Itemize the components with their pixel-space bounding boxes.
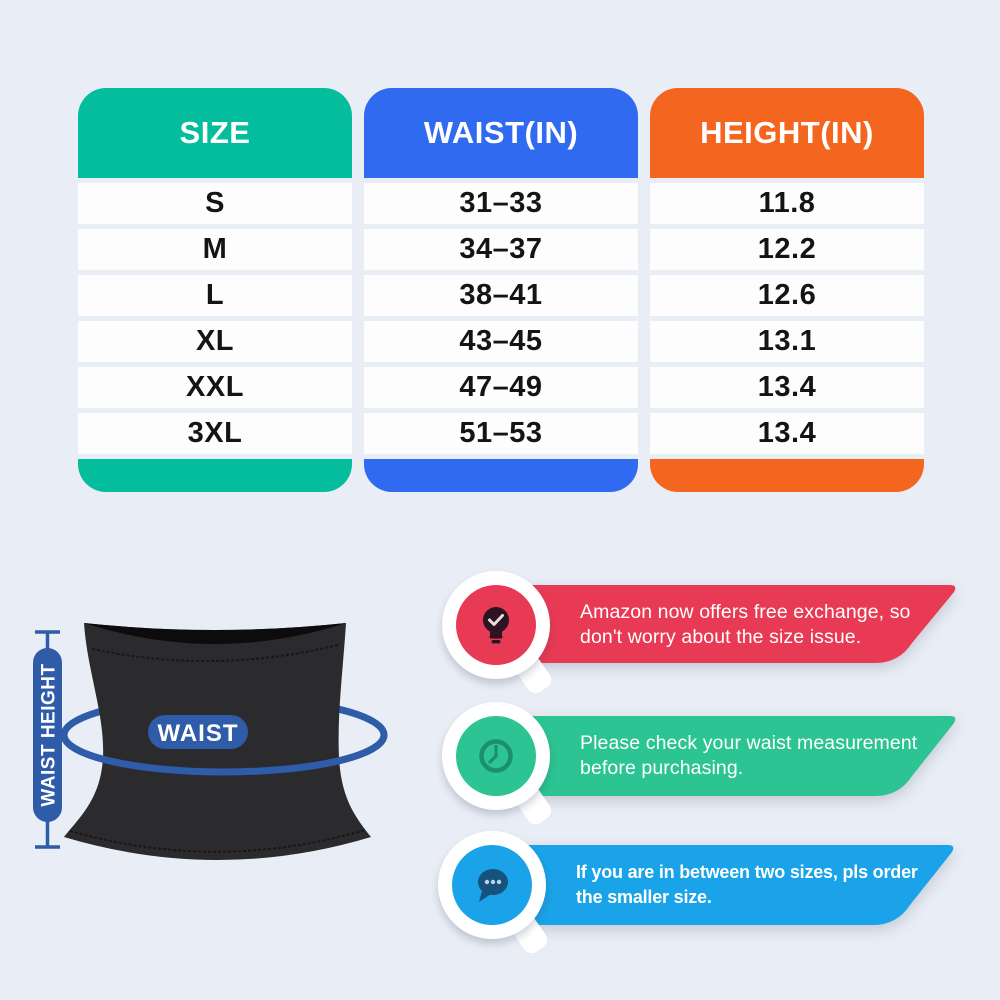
- table-cell: XXL: [78, 367, 352, 408]
- waist-trainer-illustration: WAIST WAIST HEIGHT: [33, 623, 388, 860]
- callout-text: Please check your waist measurement befo…: [580, 716, 930, 796]
- table-cell: 13.1: [650, 321, 924, 362]
- badge-inner-circle: [452, 845, 532, 925]
- callout-check-measurement: Please check your waist measurement befo…: [442, 702, 962, 828]
- table-cell: M: [78, 229, 352, 270]
- badge-inner-circle: [456, 585, 536, 665]
- column-header-height: HEIGHT(IN): [650, 88, 924, 178]
- table-cell: 38–41: [364, 275, 638, 316]
- waist-trainer-opening: [84, 623, 346, 644]
- table-cell: 47–49: [364, 367, 638, 408]
- waist-height-pill: [33, 648, 62, 822]
- callout-badge: [442, 571, 555, 697]
- waist-measure-ring-front: [60, 734, 388, 776]
- callout-banner: [516, 845, 954, 925]
- table-cell: L: [78, 275, 352, 316]
- callout-line: don't worry about the size issue.: [580, 626, 862, 648]
- callout-free-exchange: Amazon now offers free exchange, so don'…: [442, 571, 962, 697]
- table-cell: 43–45: [364, 321, 638, 362]
- callout-text: Amazon now offers free exchange, so don'…: [580, 585, 930, 665]
- table-cell: 51–53: [364, 413, 638, 454]
- callout-between-sizes: If you are in between two sizes, pls ord…: [438, 831, 958, 957]
- waist-height-label: WAIST HEIGHT: [39, 663, 60, 806]
- table-cell: S: [78, 183, 352, 224]
- callout-line: Please check your waist measurement: [580, 732, 918, 754]
- table-cell: 31–33: [364, 183, 638, 224]
- badge-inner-circle: [456, 716, 536, 796]
- callout-line: Amazon now offers free exchange, so: [580, 601, 911, 623]
- callout-banner: [520, 716, 956, 796]
- lightbulb-check-icon: [483, 607, 509, 644]
- column-footer-waist: [364, 459, 638, 492]
- callout-line: before purchasing.: [580, 757, 744, 779]
- clock-icon: [479, 739, 513, 773]
- waist-label: WAIST: [158, 720, 239, 747]
- height-column: HEIGHT(IN) 11.8 12.2 12.6 13.1 13.4 13.4: [650, 88, 924, 492]
- chat-dots-icon: [478, 869, 508, 902]
- table-cell: 12.6: [650, 275, 924, 316]
- column-footer-size: [78, 459, 352, 492]
- table-cell: 11.8: [650, 183, 924, 224]
- callout-line: If you are in between two sizes, pls ord…: [576, 862, 918, 882]
- table-cell: 13.4: [650, 413, 924, 454]
- table-cell: 34–37: [364, 229, 638, 270]
- callout-text: If you are in between two sizes, pls ord…: [576, 845, 926, 925]
- table-cell: 12.2: [650, 229, 924, 270]
- table-cell: 3XL: [78, 413, 352, 454]
- column-footer-height: [650, 459, 924, 492]
- column-header-waist: WAIST(IN): [364, 88, 638, 178]
- waist-label-pill: [148, 715, 248, 749]
- callout-badge: [442, 702, 555, 828]
- column-header-size: SIZE: [78, 88, 352, 178]
- table-cell: XL: [78, 321, 352, 362]
- size-column: SIZE S M L XL XXL 3XL: [78, 88, 352, 492]
- callout-banner: [520, 585, 956, 663]
- table-cell: 13.4: [650, 367, 924, 408]
- size-table: SIZE S M L XL XXL 3XL WAIST(IN) 31–33 34…: [78, 88, 924, 492]
- callout-line: the smaller size.: [576, 887, 712, 907]
- top-seam-line: [91, 644, 339, 663]
- waist-column: WAIST(IN) 31–33 34–37 38–41 43–45 47–49 …: [364, 88, 638, 492]
- callout-badge: [438, 831, 551, 957]
